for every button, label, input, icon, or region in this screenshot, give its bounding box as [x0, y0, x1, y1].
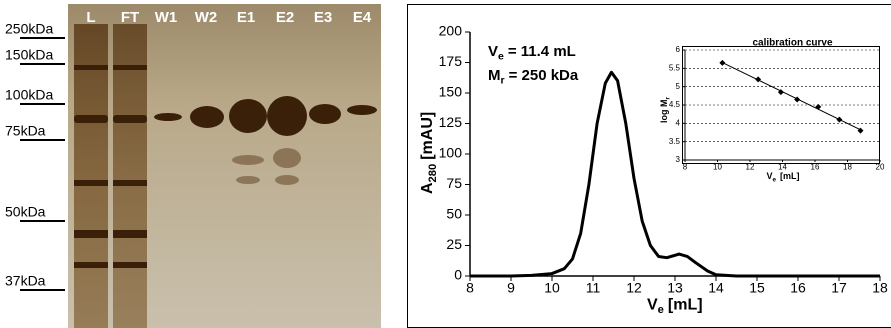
annotation-rest: = 11.4 mL: [508, 43, 576, 60]
marker-label: 250kDa: [5, 21, 53, 37]
x-tick-label: 9: [507, 279, 515, 295]
lane-label: L: [86, 9, 95, 26]
x-tick-label: 17: [831, 279, 847, 295]
x-tick-label: 14: [708, 279, 724, 295]
y-axis-label-main: log M: [659, 100, 669, 124]
marker-label: 50kDa: [5, 204, 46, 220]
marker-label: 100kDa: [5, 87, 53, 103]
x-axis-label-rest: [mL]: [668, 297, 703, 314]
x-tick-label: 20: [876, 162, 885, 171]
annotation: Mr = 250 kDa: [488, 67, 579, 86]
y-tick-label: 50: [446, 206, 462, 222]
annotation-main: M: [488, 67, 501, 84]
y-tick-label: 175: [439, 53, 463, 69]
x-axis-label-sub: e: [658, 304, 664, 316]
marker-label: 75kDa: [5, 123, 46, 139]
x-axis-label-sub: e: [773, 176, 777, 183]
y-axis-label: log Mr: [659, 97, 671, 124]
annotation-rest: = 250 kDa: [509, 67, 579, 84]
marker-label: 37kDa: [5, 273, 46, 289]
x-tick-label: 12: [626, 279, 642, 295]
lane-label: W1: [155, 9, 178, 26]
annotation-main: V: [488, 43, 498, 60]
y-tick-label: 150: [439, 84, 463, 100]
x-tick-label: 10: [544, 279, 560, 295]
lane-label: E1: [237, 9, 255, 26]
x-axis-label-rest: [mL]: [780, 171, 800, 181]
y-tick-label: 3.5: [669, 137, 681, 146]
lane-label: E4: [353, 9, 372, 26]
y-tick-label: 25: [446, 236, 462, 252]
annotation-sub: r: [501, 74, 505, 86]
y-tick-label: 75: [446, 175, 462, 191]
annotation-sub: e: [498, 50, 504, 62]
chart-title: calibration curve: [752, 38, 832, 49]
lane-label: FT: [121, 9, 139, 26]
x-tick-label: 13: [667, 279, 683, 295]
y-tick-label: 3: [676, 155, 681, 164]
x-axis-label-main: V: [647, 297, 658, 314]
y-tick-label: 4.5: [669, 100, 681, 109]
annotation: Ve = 11.4 mL: [488, 43, 576, 62]
lane-label: E2: [276, 9, 294, 26]
x-tick-label: 8: [683, 162, 688, 171]
x-tick-label: 18: [872, 279, 888, 295]
y-tick-label: 5: [676, 82, 681, 91]
y-tick-label: 200: [439, 23, 463, 39]
y-axis-label-sub: r: [664, 97, 671, 100]
lane-label: W2: [195, 9, 218, 26]
y-tick-label: 0: [454, 267, 462, 283]
x-tick-label: 16: [790, 279, 806, 295]
y-axis-label-sub: 280: [427, 164, 439, 183]
y-tick-label: 4: [676, 118, 681, 127]
y-tick-label: 6: [676, 45, 681, 54]
x-tick-label: 16: [811, 162, 820, 171]
figure: 250kDa 150kDa 100kDa 75kDa 50kDa 37kDa L FT W1 W2…: [0, 0, 891, 328]
x-tick-label: 11: [586, 279, 601, 295]
y-tick-label: 100: [439, 145, 463, 161]
page: {"gel": { "markers": ["250kDa", "150kDa"…: [0, 0, 891, 328]
y-axis-label-main: A: [419, 182, 436, 194]
x-tick-label: 12: [746, 162, 755, 171]
x-tick-label: 15: [749, 279, 765, 295]
x-axis-label: Ve [mL]: [647, 297, 703, 317]
x-tick-label: 14: [778, 162, 787, 171]
gel: [68, 4, 381, 328]
y-axis-label: A280 [mAU]: [419, 112, 439, 194]
y-tick-label: 125: [439, 114, 463, 130]
y-axis-label-rest: [mAU]: [419, 112, 436, 160]
lane-label: E3: [314, 9, 332, 26]
x-axis-label: Ve[mL]: [767, 171, 800, 183]
x-tick-label: 18: [843, 162, 852, 171]
marker-label: 150kDa: [5, 47, 53, 63]
x-tick-label: 8: [466, 279, 474, 295]
x-tick-label: 10: [713, 162, 722, 171]
y-tick-label: 5.5: [669, 63, 681, 72]
